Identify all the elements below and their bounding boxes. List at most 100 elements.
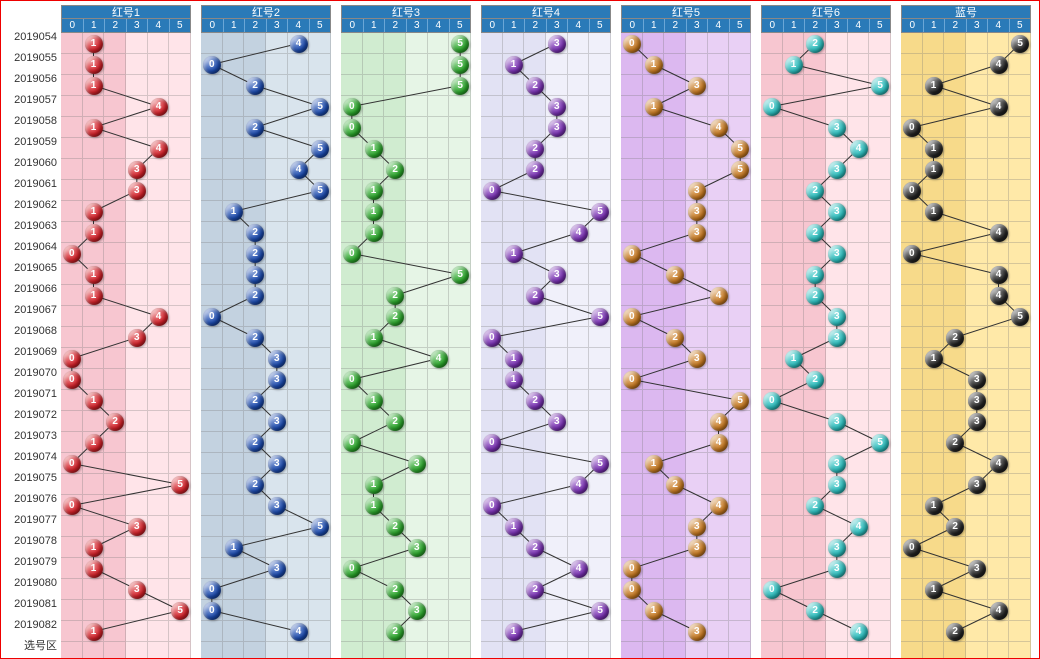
ball: 5	[451, 56, 469, 74]
ball: 3	[968, 476, 986, 494]
ball: 2	[246, 119, 264, 137]
ball: 4	[710, 434, 728, 452]
column: 红号501234501314553330240230544124330013	[621, 5, 751, 653]
ball: 3	[688, 77, 706, 95]
ball: 1	[85, 266, 103, 284]
ball: 4	[850, 623, 868, 641]
row-id: 2019054	[1, 27, 61, 48]
ball: 5	[871, 77, 889, 95]
ball: 2	[246, 434, 264, 452]
columns-wrap: 红号101234511141433110114300121050311351红号…	[61, 5, 1031, 653]
ball: 5	[591, 203, 609, 221]
ball: 4	[710, 497, 728, 515]
ball: 3	[828, 329, 846, 347]
ball: 0	[63, 245, 81, 263]
ball: 3	[128, 329, 146, 347]
ball: 1	[365, 392, 383, 410]
ball: 3	[828, 161, 846, 179]
ball: 4	[990, 266, 1008, 284]
ball: 3	[828, 455, 846, 473]
row-id: 2019060	[1, 153, 61, 174]
chart-container: 2019054201905520190562019057201905820190…	[0, 0, 1040, 659]
ball: 2	[806, 497, 824, 515]
row-id: 2019056	[1, 69, 61, 90]
ball: 2	[106, 413, 124, 431]
ball: 0	[623, 35, 641, 53]
ball: 2	[246, 245, 264, 263]
sub-label: 0	[762, 19, 784, 32]
ball: 2	[666, 266, 684, 284]
ball: 3	[548, 119, 566, 137]
ball: 3	[408, 539, 426, 557]
ball: 0	[623, 560, 641, 578]
ball: 4	[990, 56, 1008, 74]
ball: 3	[408, 455, 426, 473]
ball: 5	[731, 140, 749, 158]
ball: 1	[85, 539, 103, 557]
ball: 0	[203, 602, 221, 620]
sub-label: 4	[988, 19, 1010, 32]
ball: 0	[343, 245, 361, 263]
ball: 1	[925, 77, 943, 95]
grid: 40252545122220233232323513004	[201, 33, 331, 653]
ball: 3	[968, 371, 986, 389]
ball: 4	[990, 287, 1008, 305]
ball: 2	[526, 140, 544, 158]
ball: 2	[246, 476, 264, 494]
grid: 01314553330240230544124330013	[621, 33, 751, 653]
col-subheader: 012345	[341, 19, 471, 33]
sub-label: 5	[170, 19, 191, 32]
ball: 1	[85, 77, 103, 95]
ball: 3	[408, 602, 426, 620]
sub-label: 0	[62, 19, 84, 32]
ball: 3	[688, 350, 706, 368]
sub-label: 1	[924, 19, 946, 32]
ball: 3	[828, 476, 846, 494]
ball: 4	[990, 98, 1008, 116]
ball: 0	[623, 371, 641, 389]
col-title: 红号5	[621, 5, 751, 19]
ball: 4	[990, 224, 1008, 242]
row-id: 2019058	[1, 111, 61, 132]
ball: 1	[365, 476, 383, 494]
column: 红号101234511141433110114300121050311351	[61, 5, 191, 653]
row-id: 2019072	[1, 405, 61, 426]
ball: 3	[828, 539, 846, 557]
sub-label: 2	[525, 19, 547, 32]
ball: 2	[946, 623, 964, 641]
ball: 5	[591, 308, 609, 326]
ball: 5	[451, 266, 469, 284]
ball: 2	[386, 581, 404, 599]
ball: 2	[666, 476, 684, 494]
sub-label: 1	[84, 19, 106, 32]
row-id: 2019070	[1, 363, 61, 384]
ball: 0	[903, 245, 921, 263]
ball: 1	[505, 56, 523, 74]
ball: 5	[731, 161, 749, 179]
ball: 4	[710, 119, 728, 137]
ball: 4	[990, 455, 1008, 473]
ball: 2	[526, 392, 544, 410]
grid: 54140110140445213332431203142	[901, 33, 1031, 653]
ball: 0	[763, 392, 781, 410]
row-id: 2019077	[1, 510, 61, 531]
ball: 2	[246, 77, 264, 95]
ball: 1	[925, 140, 943, 158]
ball: 4	[290, 161, 308, 179]
ball: 0	[63, 497, 81, 515]
ball: 1	[505, 518, 523, 536]
row-id: 2019080	[1, 573, 61, 594]
ball: 0	[343, 371, 361, 389]
row-id: 2019055	[1, 48, 61, 69]
sub-label: 0	[202, 19, 224, 32]
sub-label: 3	[827, 19, 849, 32]
ball: 5	[311, 98, 329, 116]
row-id: 2019064	[1, 237, 61, 258]
ball: 1	[645, 56, 663, 74]
col-title: 红号1	[61, 5, 191, 19]
ball: 4	[150, 308, 168, 326]
ball: 2	[806, 371, 824, 389]
sub-label: 4	[148, 19, 170, 32]
ball: 1	[365, 140, 383, 158]
ball: 1	[85, 56, 103, 74]
